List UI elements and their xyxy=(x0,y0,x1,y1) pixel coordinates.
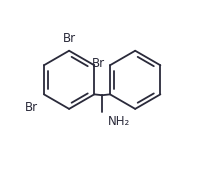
Text: Br: Br xyxy=(62,32,76,45)
Text: NH₂: NH₂ xyxy=(107,115,130,128)
Text: Br: Br xyxy=(92,57,105,70)
Text: Br: Br xyxy=(25,101,38,114)
